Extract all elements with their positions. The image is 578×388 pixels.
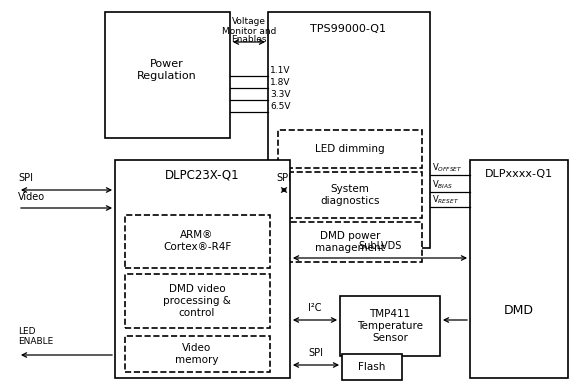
Bar (342, 354, 402, 380)
Bar (340, 296, 440, 356)
Bar (125, 215, 270, 268)
Text: SPI: SPI (309, 348, 324, 358)
Text: V$_{OFFSET}$: V$_{OFFSET}$ (432, 161, 462, 174)
Bar (268, 12, 430, 248)
Text: TPS99000-Q1: TPS99000-Q1 (310, 24, 386, 34)
Bar (278, 130, 422, 168)
Bar (470, 160, 568, 378)
Text: 1.1V: 1.1V (270, 66, 291, 75)
Text: SubLVDS: SubLVDS (358, 241, 402, 251)
Bar (115, 160, 290, 378)
Text: Video
memory: Video memory (175, 343, 218, 365)
Text: System
diagnostics: System diagnostics (320, 184, 380, 206)
Text: Voltage: Voltage (232, 17, 266, 26)
Text: DLPxxxx-Q1: DLPxxxx-Q1 (485, 169, 553, 179)
Bar (125, 336, 270, 372)
Bar (278, 172, 422, 218)
Text: LED dimming: LED dimming (315, 144, 385, 154)
Text: Flash: Flash (358, 362, 386, 372)
Text: DMD video
processing &
control: DMD video processing & control (163, 284, 231, 318)
Text: I²C: I²C (308, 303, 322, 313)
Text: Power
Regulation: Power Regulation (137, 59, 197, 81)
Text: 1.8V: 1.8V (270, 78, 291, 87)
Text: SPI: SPI (276, 173, 291, 183)
Text: ARM®
Cortex®-R4F: ARM® Cortex®-R4F (163, 230, 231, 252)
Text: DMD power
management: DMD power management (315, 231, 385, 253)
Text: TMP411
Temperature
Sensor: TMP411 Temperature Sensor (357, 309, 423, 343)
Text: V$_{BIAS}$: V$_{BIAS}$ (432, 178, 453, 191)
Text: V$_{RESET}$: V$_{RESET}$ (432, 194, 459, 206)
Text: 3.3V: 3.3V (270, 90, 291, 99)
Text: Video: Video (18, 192, 45, 202)
Text: DMD: DMD (504, 303, 534, 317)
Text: Enables: Enables (231, 35, 267, 45)
Text: LED
ENABLE: LED ENABLE (18, 327, 53, 346)
Bar (125, 274, 270, 328)
Bar (278, 222, 422, 262)
Text: 6.5V: 6.5V (270, 102, 291, 111)
Text: SPI: SPI (18, 173, 33, 183)
Text: Monitor and: Monitor and (222, 26, 276, 35)
Text: DLPC23X-Q1: DLPC23X-Q1 (165, 168, 239, 182)
Bar (105, 12, 230, 138)
